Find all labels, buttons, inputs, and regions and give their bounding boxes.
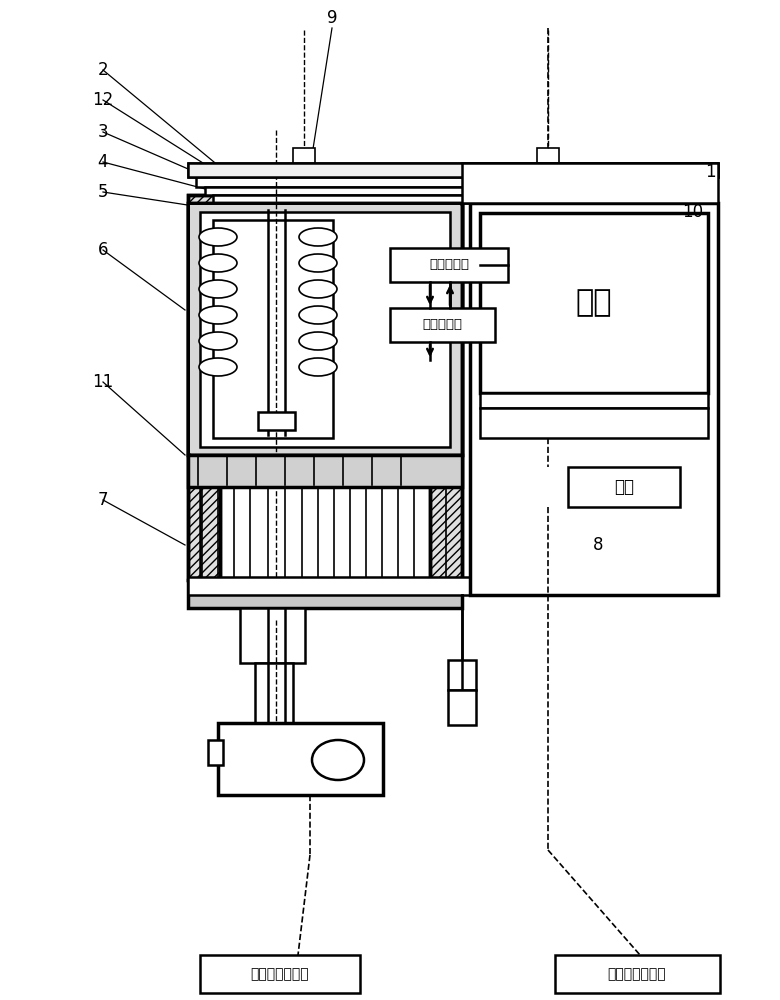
Bar <box>188 203 462 455</box>
Bar <box>430 195 462 580</box>
Text: 8: 8 <box>593 536 603 554</box>
Text: 12: 12 <box>92 91 114 109</box>
Bar <box>480 393 708 408</box>
Bar <box>200 212 450 447</box>
Text: 足跟压力传感器: 足跟压力传感器 <box>250 967 310 981</box>
Ellipse shape <box>299 306 337 324</box>
Text: 位移传感器: 位移传感器 <box>422 318 462 332</box>
Ellipse shape <box>299 332 337 350</box>
Ellipse shape <box>199 358 237 376</box>
Bar <box>188 163 718 177</box>
Bar <box>188 577 678 595</box>
Bar <box>188 580 462 608</box>
Ellipse shape <box>299 358 337 376</box>
Bar <box>190 205 460 453</box>
Bar <box>258 412 295 430</box>
Ellipse shape <box>299 228 337 246</box>
Bar <box>240 608 305 663</box>
Bar <box>568 467 680 507</box>
Text: 电机: 电机 <box>576 288 612 318</box>
Text: 4: 4 <box>98 153 108 171</box>
Text: 3: 3 <box>98 123 108 141</box>
Bar <box>188 163 718 177</box>
Bar <box>462 163 718 203</box>
Bar <box>390 248 508 282</box>
Bar <box>205 187 701 195</box>
Ellipse shape <box>199 254 237 272</box>
Bar <box>448 660 476 690</box>
Text: 电机控制器: 电机控制器 <box>429 258 469 271</box>
Bar <box>188 455 462 487</box>
Bar <box>537 148 559 163</box>
Bar <box>188 195 220 580</box>
Bar <box>480 408 708 438</box>
Ellipse shape <box>299 254 337 272</box>
Ellipse shape <box>199 228 237 246</box>
Text: 5: 5 <box>98 183 108 201</box>
Bar <box>480 213 708 393</box>
Text: 11: 11 <box>92 373 114 391</box>
Ellipse shape <box>299 280 337 298</box>
Bar <box>188 203 462 455</box>
Text: 6: 6 <box>98 241 108 259</box>
Text: 7: 7 <box>98 491 108 509</box>
Bar <box>188 195 220 580</box>
Bar <box>213 195 692 203</box>
Bar <box>293 148 315 163</box>
Text: 1: 1 <box>704 163 715 181</box>
Ellipse shape <box>199 306 237 324</box>
Text: 电源: 电源 <box>614 478 634 496</box>
Ellipse shape <box>199 332 237 350</box>
Text: 足尖压力传感器: 足尖压力传感器 <box>608 967 666 981</box>
Ellipse shape <box>199 280 237 298</box>
Bar <box>200 955 360 993</box>
Text: 2: 2 <box>98 61 108 79</box>
Bar <box>390 308 495 342</box>
Bar <box>430 195 462 580</box>
Bar <box>555 955 720 993</box>
Bar <box>255 663 293 723</box>
Text: 10: 10 <box>682 203 704 221</box>
Bar <box>218 723 383 795</box>
Bar <box>196 177 710 187</box>
Ellipse shape <box>312 740 364 780</box>
Text: 9: 9 <box>327 9 337 27</box>
Bar <box>213 220 333 438</box>
Bar <box>470 203 718 595</box>
Bar <box>448 690 476 725</box>
Bar <box>208 740 223 765</box>
